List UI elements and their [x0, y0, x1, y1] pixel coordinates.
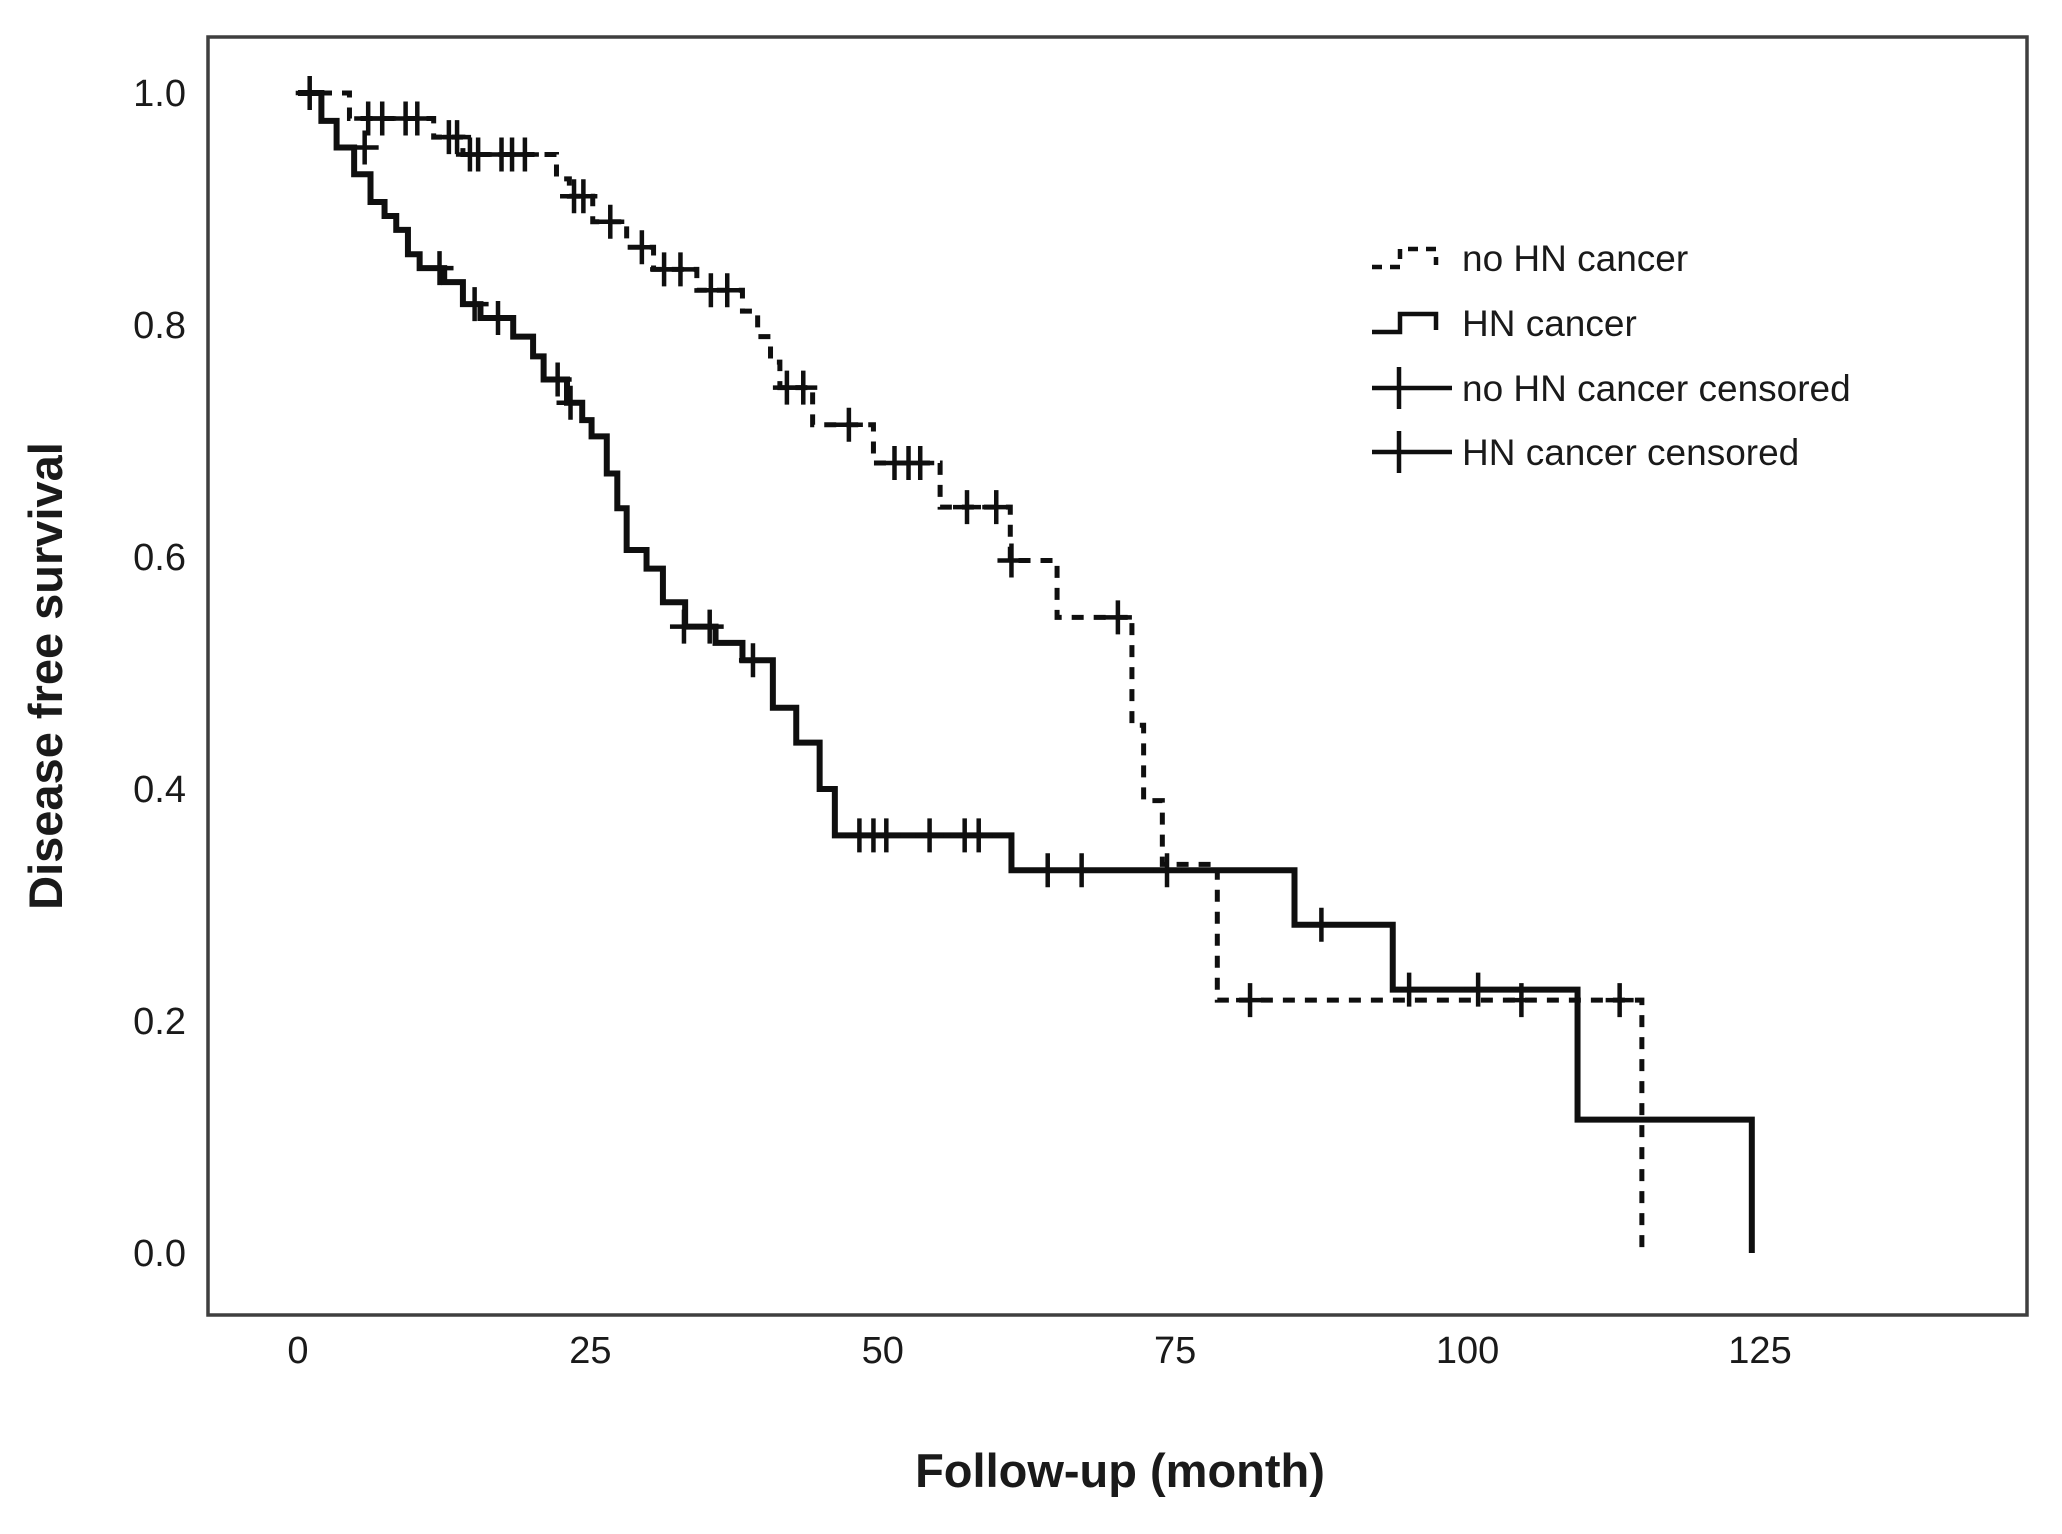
- plot-border: [206, 35, 2029, 1317]
- hn-cancer-censor-mark: [556, 385, 585, 420]
- no-hn-cancer-censor-mark: [834, 407, 863, 442]
- legend-censored-plus-icon: [1372, 431, 1452, 473]
- x-tick-label: 50: [862, 1330, 904, 1372]
- hn-cancer-censor-mark: [1067, 853, 1096, 888]
- hn-cancer-censor-mark: [1395, 972, 1424, 1007]
- hn-cancer-censor-mark: [738, 643, 767, 678]
- hn-cancer-censor-mark: [425, 251, 454, 286]
- legend-label: no HN cancer: [1462, 238, 1688, 279]
- legend-label: HN cancer: [1462, 303, 1637, 344]
- legend-censored-plus-icon: [1372, 367, 1452, 409]
- y-tick-label: 0.0: [133, 1233, 186, 1275]
- hn-cancer-censor-mark: [350, 130, 379, 165]
- x-tick-label: 125: [1728, 1330, 1791, 1372]
- no-hn-cancer-censor-mark: [368, 101, 397, 136]
- no-hn-cancer-censor-mark: [627, 230, 656, 265]
- no-hn-cancer-censor-mark: [1236, 983, 1265, 1018]
- hn-cancer-censor-mark: [964, 818, 993, 853]
- y-axis-title: Disease free survival: [19, 442, 72, 910]
- y-tick-label: 0.6: [133, 537, 186, 579]
- legend-label: HN cancer censored: [1462, 432, 1799, 473]
- hn-cancer-censor-mark: [915, 818, 944, 853]
- hn-cancer-censor-mark: [1464, 972, 1493, 1007]
- no-hn-cancer-censor-mark: [982, 490, 1011, 525]
- x-tick-label: 75: [1154, 1330, 1196, 1372]
- hn-cancer-censor-mark: [1033, 853, 1062, 888]
- y-tick-label: 0.4: [133, 769, 186, 811]
- legend-solid-step-icon: [1372, 311, 1439, 335]
- no-hn-cancer-censor-mark: [666, 252, 695, 287]
- no-hn-cancer-censor-mark: [510, 137, 539, 172]
- no-hn-cancer-censor-mark: [997, 543, 1026, 578]
- no-hn-cancer-censor-mark: [1103, 600, 1132, 635]
- no-hn-cancer-censor-mark: [569, 179, 598, 214]
- x-tick-label: 0: [287, 1330, 308, 1372]
- no-hn-cancer-censor-mark: [953, 490, 982, 525]
- no-hn-cancer-censor-mark: [596, 204, 625, 239]
- x-axis-title: Follow-up (month): [915, 1444, 1325, 1497]
- hn-cancer-curve: [298, 90, 1755, 1253]
- y-tick-label: 1.0: [133, 73, 186, 115]
- y-tick-label: 0.8: [133, 305, 186, 347]
- no-hn-cancer-censor-mark: [789, 370, 818, 405]
- chart-content: 0.0 0.2 0.4 0.6 0.8 1.0 0 25 50 75 100 125 no HN can…: [133, 35, 2029, 1372]
- no-hn-cancer-censor-mark: [403, 101, 432, 136]
- hn-cancer-censor-mark: [460, 287, 489, 322]
- legend-label: no HN cancer censored: [1462, 368, 1851, 409]
- hn-cancer-censor-mark: [543, 362, 572, 397]
- hn-cancer-censor-mark: [1307, 907, 1336, 942]
- x-tick-label: 25: [569, 1330, 611, 1372]
- hn-cancer-censor-mark: [695, 609, 724, 644]
- y-tick-label: 0.2: [133, 1001, 186, 1043]
- no-hn-cancer-censor-mark: [906, 446, 935, 481]
- no-hn-cancer-censor-mark: [464, 137, 493, 172]
- no-hn-cancer-censor-mark: [443, 120, 472, 155]
- hn-cancer-censor-mark: [1153, 853, 1182, 888]
- hn-cancer-censor-mark: [484, 301, 513, 336]
- x-tick-label: 100: [1436, 1330, 1499, 1372]
- legend-dashed-step-icon: [1372, 246, 1439, 270]
- hn-cancer-censor-mark: [872, 818, 901, 853]
- no-hn-cancer-censor-mark: [1605, 983, 1634, 1018]
- no-hn-cancer-curve: [298, 90, 1645, 1253]
- hn-cancer-censor-mark: [669, 609, 698, 644]
- hn-cancer-censor-mark: [295, 76, 324, 110]
- no-hn-cancer-censor-mark: [713, 273, 742, 308]
